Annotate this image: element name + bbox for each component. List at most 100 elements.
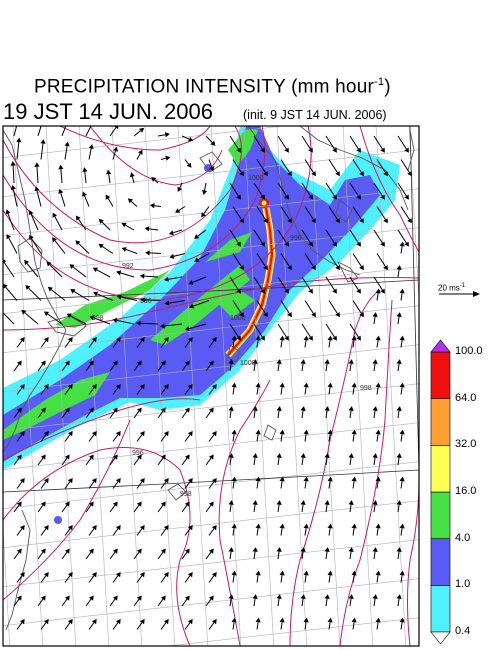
- wind-vector: [400, 340, 403, 348]
- wind-vector-head: [16, 407, 22, 413]
- wind-vector-head: [303, 476, 309, 482]
- wind-vector: [61, 410, 68, 419]
- colorbar-tick-label: 0.4: [455, 625, 471, 637]
- wind-vector: [85, 410, 92, 419]
- wind-vector-head: [65, 118, 70, 123]
- wind-vector: [208, 434, 215, 442]
- wind-vector: [208, 159, 213, 168]
- wind-vector-head: [311, 312, 316, 318]
- wind-vector: [184, 159, 190, 165]
- wind-vector-head: [88, 548, 94, 554]
- isobars: [3, 126, 419, 646]
- longitude-line: [111, 126, 143, 646]
- wind-vector: [72, 266, 87, 278]
- wind-vector-head: [404, 194, 409, 200]
- wind-vector: [277, 135, 287, 150]
- wind-vector: [109, 551, 116, 560]
- isobar-label: 1000: [248, 175, 264, 182]
- wind-vector-head: [279, 617, 285, 623]
- coastline: [227, 344, 241, 363]
- wind-vector-head: [284, 241, 289, 247]
- wind-vector: [3, 312, 15, 325]
- colorbar-tick-label: 16.0: [455, 485, 477, 497]
- wind-vector-head: [375, 429, 381, 435]
- isobar: [3, 447, 191, 646]
- wind-vector-head: [64, 360, 70, 366]
- wind-vector: [144, 275, 159, 278]
- wind-vector: [280, 253, 290, 267]
- wind-vector-head: [208, 407, 214, 413]
- wind-vector-head: [121, 247, 127, 252]
- wind-vector-head: [372, 547, 378, 552]
- wind-vector-head: [308, 241, 313, 247]
- wind-vector: [93, 317, 111, 325]
- wind-vector: [181, 457, 188, 466]
- wind-vector-head: [327, 335, 333, 341]
- wind-vector: [125, 249, 138, 254]
- wind-vector-head: [29, 234, 34, 241]
- wind-vector-head: [356, 335, 361, 341]
- wind-vector: [197, 253, 210, 261]
- wind-vector: [373, 182, 383, 197]
- wind-vector-head: [327, 523, 333, 529]
- wind-vector: [85, 457, 92, 466]
- wind-vector-head: [263, 265, 268, 271]
- wind-vector: [157, 504, 164, 513]
- wind-vector-head: [209, 166, 215, 172]
- wind-vector: [304, 159, 314, 173]
- wind-vector: [301, 410, 304, 419]
- wind-vector: [277, 229, 287, 244]
- wind-vector-head: [82, 191, 87, 197]
- wind-vector: [160, 528, 167, 536]
- wind-vector-head: [91, 478, 97, 484]
- wind-vector: [37, 126, 42, 137]
- wind-vector-head: [311, 265, 316, 271]
- wind-reference-label: 20 ms-1: [438, 283, 466, 293]
- wind-vector-head: [21, 309, 27, 315]
- wind-vector: [352, 528, 355, 536]
- wind-vector: [304, 481, 307, 489]
- wind-vector-head: [160, 501, 166, 507]
- wind-vector-head: [396, 594, 402, 599]
- wind-vector-head: [64, 141, 70, 147]
- wind-vector: [400, 434, 403, 442]
- longitude-line: [12, 126, 44, 646]
- wind-vector-head: [163, 276, 169, 282]
- wind-vector-head: [40, 116, 45, 121]
- wind-vector-head: [351, 335, 357, 341]
- wind-vector: [376, 253, 386, 267]
- wind-vector-head: [168, 230, 174, 236]
- wind-vector: [253, 135, 263, 150]
- wind-vector: [253, 598, 256, 607]
- wind-vector: [373, 457, 376, 466]
- wind-vector-head: [300, 406, 306, 411]
- wind-vector: [37, 457, 44, 466]
- wind-vector-head: [67, 478, 73, 484]
- wind-vector: [325, 363, 328, 372]
- wind-vector-head: [136, 501, 142, 507]
- wind-vector-head: [184, 407, 190, 413]
- latitude-line: [3, 305, 419, 353]
- wind-vector: [157, 134, 166, 137]
- wind-vector-head: [239, 312, 244, 318]
- wind-vector-head: [407, 171, 412, 177]
- wind-vector: [88, 387, 95, 395]
- wind-vector-head: [211, 619, 217, 625]
- wind-vector-head: [164, 300, 170, 306]
- wind-vector-head: [351, 617, 357, 623]
- wind-vector: [88, 528, 95, 536]
- wind-vector: [373, 363, 376, 372]
- wind-vector: [397, 551, 400, 560]
- longitude-line: [309, 126, 341, 646]
- wind-vector-head: [255, 382, 261, 388]
- wind-vector: [40, 481, 47, 489]
- wind-vector: [179, 182, 183, 189]
- wind-vector-head: [40, 139, 46, 144]
- wind-vector: [13, 410, 20, 419]
- wind-vector: [109, 410, 116, 419]
- wind-vector-head: [43, 311, 50, 317]
- wind-vector-head: [67, 384, 73, 390]
- wind-vector-head: [91, 431, 97, 437]
- wind-vector-head: [64, 548, 70, 554]
- wind-vector-head: [184, 360, 190, 366]
